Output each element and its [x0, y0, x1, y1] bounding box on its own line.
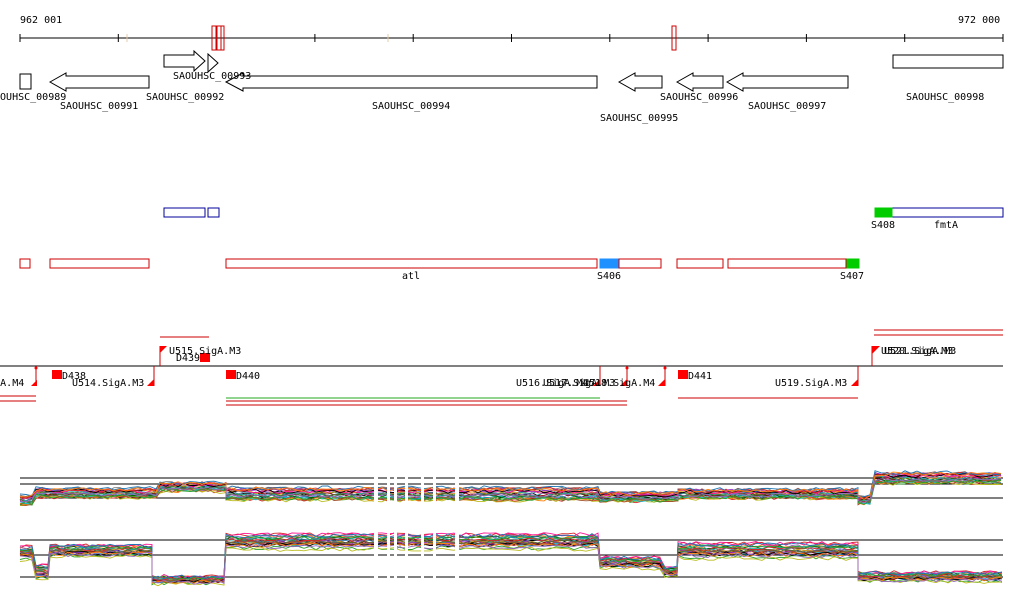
- annotation-box[interactable]: [163, 207, 206, 218]
- promoter-flag[interactable]: [593, 379, 600, 386]
- expression-trace: [19, 480, 1002, 506]
- promoter-flag[interactable]: [160, 346, 167, 353]
- expression-trace: [19, 539, 1003, 583]
- ruler-markers[interactable]: [126, 25, 677, 51]
- signal-label-u518: U518.SigA.M4: [583, 378, 655, 389]
- expression-trace: [19, 544, 1003, 585]
- gene-saouhsc-00991[interactable]: SAOUHSC_00991: [48, 72, 150, 112]
- feature-label-atl: atl: [402, 271, 420, 282]
- annotation-box[interactable]: [618, 258, 662, 269]
- feature-s406-highlight[interactable]: [599, 258, 620, 269]
- feature-label-s408: S408: [871, 220, 895, 231]
- gene-track: SAOUHSC_00989 SAOUHSC_00991 SAOUHSC_0099…: [0, 49, 1004, 124]
- annotation-box[interactable]: [207, 207, 220, 218]
- gene-saouhsc-00996[interactable]: SAOUHSC_00996: [660, 72, 738, 103]
- gene-label: SAOUHSC_00994: [372, 101, 450, 112]
- gene-saouhsc-00994[interactable]: SAOUHSC_00994: [224, 72, 598, 112]
- signal-label-d440: D440: [236, 371, 260, 382]
- signal-label-d439: D439: [176, 353, 200, 364]
- signal-track: U513.SigA.M4 D438 U514.SigA.M3 U515.SigA…: [0, 329, 1003, 406]
- signal-label-u516: U516.SigA.M4: [516, 378, 588, 389]
- expression-trace: [20, 533, 1003, 580]
- annotation-track-reverse: atl S406 S407: [19, 258, 864, 282]
- promoter-flag[interactable]: [620, 379, 627, 386]
- signal-label-u521: U521.SigA.M3: [884, 346, 956, 357]
- gene-label: SAOUHSC_00998: [906, 92, 984, 103]
- annotation-box-fmtA[interactable]: [891, 207, 1004, 218]
- signal-label-d441: D441: [688, 371, 712, 382]
- gene-saouhsc-00992[interactable]: SAOUHSC_00992: [146, 49, 224, 103]
- terminator-marker[interactable]: [52, 370, 62, 379]
- signal-label-d438: D438: [62, 371, 86, 382]
- expression-trace: [20, 477, 1002, 504]
- data-gaps: [374, 468, 459, 588]
- gene-saouhsc-00998[interactable]: SAOUHSC_00998: [892, 54, 1004, 103]
- feature-label-s406: S406: [597, 271, 621, 282]
- ruler-end-label: 972 000: [958, 15, 1000, 26]
- promoter-flag[interactable]: [147, 379, 154, 386]
- terminator-marker[interactable]: [200, 353, 210, 362]
- gene-saouhsc-00995[interactable]: SAOUHSC_00995: [600, 72, 678, 124]
- feature-s407-highlight[interactable]: [846, 258, 860, 269]
- ruler-ticks: [19, 34, 1004, 42]
- gene-label: SAOUHSC_00991: [60, 101, 138, 112]
- signal-label-u515: U515.SigA.M3: [169, 346, 241, 357]
- gene-saouhsc-00993[interactable]: SAOUHSC_00993: [173, 52, 251, 82]
- promoter-flag[interactable]: [851, 379, 858, 386]
- annotation-box-atl[interactable]: [225, 258, 598, 269]
- expression-traces[interactable]: [19, 532, 1003, 587]
- expression-trace: [19, 471, 1002, 500]
- signal-label-u519: U519.SigA.M3: [775, 378, 847, 389]
- annotation-box[interactable]: [19, 258, 31, 269]
- feature-label-fmtA: fmtA: [934, 220, 958, 231]
- expression-trace: [19, 542, 1002, 584]
- ruler-start-label: 962 001: [20, 15, 62, 26]
- gene-label: SAOUHSC_00992: [146, 92, 224, 103]
- annotation-box[interactable]: [676, 258, 724, 269]
- gene-saouhsc-00989[interactable]: SAOUHSC_00989: [0, 73, 66, 103]
- signal-label-u517: U517.SigA.M3: [543, 378, 615, 389]
- gene-label: SAOUHSC_00997: [748, 101, 826, 112]
- terminator-marker[interactable]: [678, 370, 688, 379]
- expression-trace: [19, 547, 1003, 587]
- expression-profile-top: [19, 470, 1003, 507]
- gene-label: SAOUHSC_00996: [660, 92, 738, 103]
- promoter-flag[interactable]: [658, 379, 665, 386]
- gene-label: SAOUHSC_00993: [173, 71, 251, 82]
- promoter-flag[interactable]: [872, 346, 880, 354]
- annotation-box[interactable]: [49, 258, 150, 269]
- expression-profile-bottom: [19, 532, 1003, 587]
- gene-label: SAOUHSC_00995: [600, 113, 678, 124]
- signal-label-u514: U514.SigA.M3: [72, 378, 144, 389]
- signal-label-u513: U513.SigA.M4: [0, 378, 24, 389]
- annotation-track-forward: S408 fmtA: [163, 207, 1004, 231]
- promoter-flag[interactable]: [31, 380, 37, 386]
- feature-s408-highlight[interactable]: [874, 207, 893, 218]
- expression-trace: [19, 470, 1002, 499]
- gene-label: SAOUHSC_00989: [0, 92, 66, 103]
- expression-trace: [19, 542, 1003, 584]
- coordinate-ruler: 962 001 972 000: [19, 15, 1004, 51]
- annotation-box[interactable]: [727, 258, 847, 269]
- expression-traces[interactable]: [19, 470, 1002, 507]
- gene-saouhsc-00997[interactable]: SAOUHSC_00997: [725, 72, 849, 112]
- terminator-marker[interactable]: [226, 370, 236, 379]
- feature-label-s407: S407: [840, 271, 864, 282]
- signal-label-u520: U520.SigA.M3: [881, 346, 953, 357]
